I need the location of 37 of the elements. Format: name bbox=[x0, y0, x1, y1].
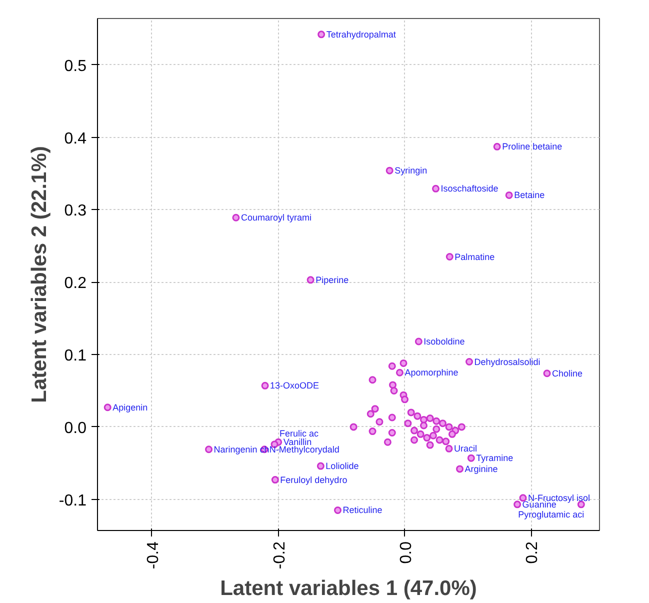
annotation: Piperine bbox=[316, 274, 349, 285]
y-tick-label: 0.4 bbox=[64, 130, 87, 148]
annotation: Syringin bbox=[394, 166, 428, 176]
x-tick-label: -0.4 bbox=[144, 541, 162, 570]
annotation: Pyroglutamic aci bbox=[518, 509, 584, 520]
annotation: Betaine bbox=[514, 190, 545, 200]
y-tick-label: 0.0 bbox=[64, 420, 87, 437]
annotation: Dehydrosalsolidi bbox=[474, 356, 540, 367]
x-tick-label: -0.2 bbox=[271, 541, 288, 570]
annotation: Feruloyl dehydro bbox=[280, 474, 348, 485]
annotation: Coumaroyl tyrami bbox=[240, 212, 312, 223]
annotation: Proline betaine bbox=[502, 142, 562, 152]
x-tick-label: 0.2 bbox=[524, 541, 542, 564]
annotation: Tyramine bbox=[476, 453, 514, 464]
annotation: Naringenin ch bbox=[214, 444, 270, 454]
annotation: Isoschaftoside bbox=[440, 184, 498, 194]
x-axis-title: Latent variables 1 (47.0%) bbox=[220, 577, 477, 600]
y-tick-label: 0.3 bbox=[64, 202, 87, 220]
y-tick-label: 0.2 bbox=[64, 275, 87, 292]
annotation: Loliolide bbox=[326, 461, 359, 472]
y-tick-label: -0.1 bbox=[58, 492, 87, 510]
annotation: Ferulic ac bbox=[280, 428, 320, 438]
annotation: 13-OxoODE bbox=[270, 380, 320, 391]
annotation: Tetrahydropalmat bbox=[326, 29, 396, 40]
annotation: Arginine bbox=[464, 464, 498, 474]
annotation: Reticuline bbox=[342, 505, 382, 516]
annotation: Uracil bbox=[454, 444, 478, 454]
y-tick-label: 0.1 bbox=[64, 348, 87, 365]
annotation: N-Fructosyl isol bbox=[528, 492, 590, 503]
y-tick-label: 0.5 bbox=[64, 58, 87, 75]
annotation: Apigenin bbox=[112, 402, 148, 412]
annotation: Choline bbox=[552, 368, 583, 378]
annotation: Isoboldine bbox=[424, 336, 465, 346]
x-tick-label: 0.0 bbox=[398, 541, 415, 564]
annotation: Apomorphine bbox=[404, 368, 458, 378]
y-axis-title: Latent variables 2 (22.1%) bbox=[28, 146, 51, 403]
annotation: Palmatine bbox=[454, 252, 495, 262]
